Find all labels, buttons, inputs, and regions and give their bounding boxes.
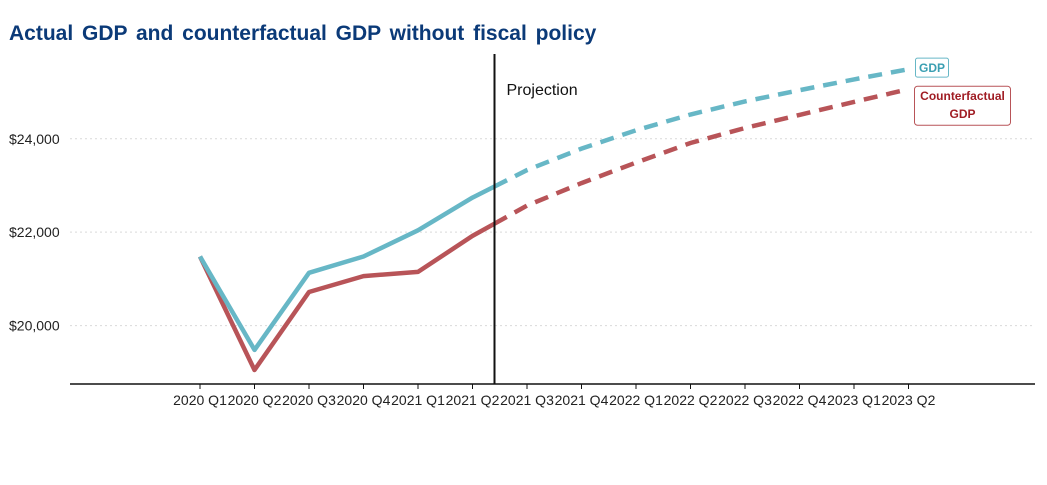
x-tick-label: 2023 Q2 <box>882 392 936 408</box>
series-lines <box>197 66 910 373</box>
counterfactual-series-label: GDP <box>949 107 975 121</box>
gridlines <box>70 138 1035 327</box>
series-end-labels: GDP Counterfactual GDP <box>914 57 1011 126</box>
x-tick-label: 2020 Q2 <box>228 392 282 408</box>
x-tick-label: 2022 Q3 <box>718 392 772 408</box>
x-tick-label: 2020 Q1 <box>173 392 227 408</box>
y-tick-label: $24,000 <box>9 131 60 147</box>
x-tick-label: 2022 Q2 <box>664 392 718 408</box>
x-axis-tick-labels: 2020 Q1 2020 Q2 2020 Q3 2020 Q4 2021 Q1 2021 … <box>173 384 936 408</box>
counterfactual-series-label: Counterfactual <box>920 89 1005 103</box>
chart-title: Actual GDP and counterfactual GDP withou… <box>9 22 597 45</box>
x-tick-label: 2021 Q2 <box>446 392 500 408</box>
gdp-actual-line <box>198 184 496 353</box>
x-tick-label: 2022 Q4 <box>773 392 827 408</box>
x-tick-label: 2020 Q4 <box>337 392 391 408</box>
y-tick-label: $22,000 <box>9 224 60 240</box>
x-tick-label: 2021 Q3 <box>500 392 554 408</box>
counterfactual-projection-line <box>493 87 910 226</box>
x-tick-label: 2021 Q1 <box>391 392 445 408</box>
x-tick-label: 2022 Q1 <box>609 392 663 408</box>
gdp-series-label: GDP <box>919 61 945 75</box>
x-tick-label: 2020 Q3 <box>282 392 336 408</box>
counterfactual-label-box <box>914 85 1011 126</box>
x-tick-label: 2021 Q4 <box>555 392 609 408</box>
projection-label: Projection <box>507 82 578 99</box>
gdp-projection-line <box>493 66 909 189</box>
counterfactual-actual-line <box>197 221 496 373</box>
x-tick-label: 2023 Q1 <box>827 392 881 408</box>
gdp-label-box <box>915 57 949 78</box>
y-tick-label: $20,000 <box>9 318 60 334</box>
y-axis-tick-labels: $20,000 $22,000 $24,000 <box>9 131 60 334</box>
